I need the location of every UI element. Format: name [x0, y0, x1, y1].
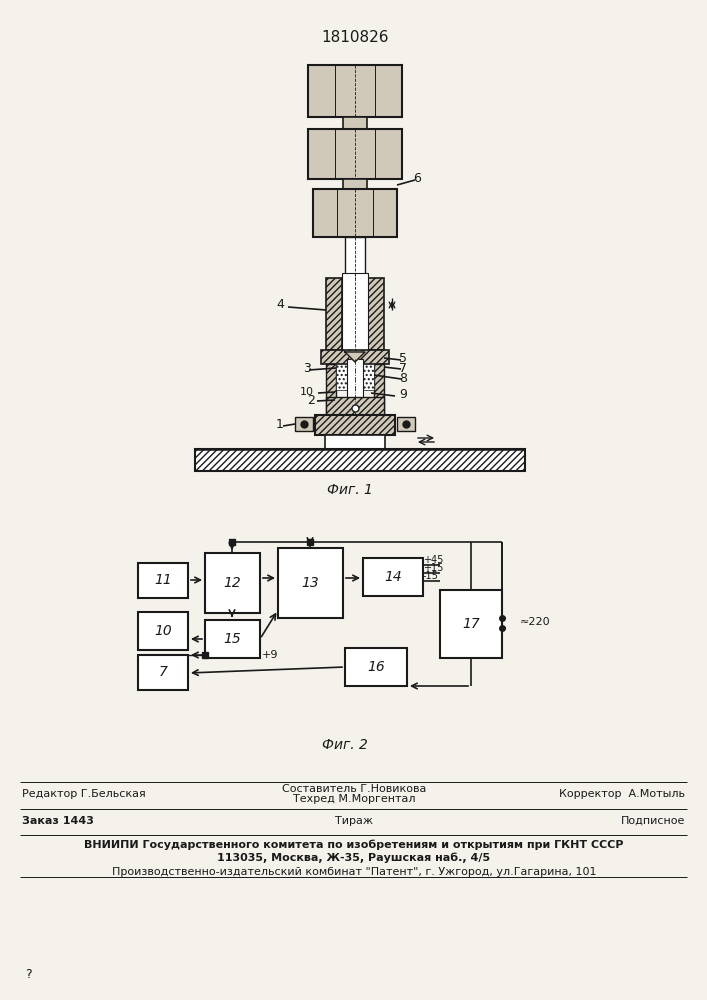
Text: 5: 5 — [399, 352, 407, 364]
Bar — [336, 364, 374, 390]
Text: 6: 6 — [413, 172, 421, 184]
Bar — [138, 655, 188, 690]
Bar — [308, 129, 402, 179]
Bar — [313, 189, 397, 237]
Bar — [374, 364, 384, 415]
Bar — [345, 237, 365, 278]
Text: -15: -15 — [423, 571, 439, 581]
Bar — [343, 117, 367, 129]
Bar — [205, 620, 260, 658]
Bar — [138, 563, 188, 598]
Text: +45: +45 — [423, 555, 443, 565]
Bar — [295, 417, 313, 431]
Bar — [205, 553, 260, 613]
Bar — [138, 612, 188, 650]
Text: Производственно-издательский комбинат "Патент", г. Ужгород, ул.Гагарина, 101: Производственно-издательский комбинат "П… — [112, 867, 596, 877]
Text: 4: 4 — [276, 298, 284, 312]
Bar — [347, 359, 363, 415]
Text: Заказ 1443: Заказ 1443 — [22, 816, 94, 826]
Text: ВНИИПИ Государственного комитета по изобретениям и открытиям при ГКНТ СССР: ВНИИПИ Государственного комитета по изоб… — [84, 840, 624, 850]
Bar — [325, 435, 385, 449]
Text: 12: 12 — [223, 576, 241, 590]
Text: 2: 2 — [307, 393, 315, 406]
Text: 15: 15 — [223, 632, 241, 646]
Text: Техред М.Моргентал: Техред М.Моргентал — [293, 794, 415, 804]
Text: Фиг. 1: Фиг. 1 — [327, 483, 373, 497]
Text: 1810826: 1810826 — [321, 30, 389, 45]
Text: 8: 8 — [399, 371, 407, 384]
Text: Тираж: Тираж — [335, 816, 373, 826]
Text: 16: 16 — [367, 660, 385, 674]
Text: 7: 7 — [399, 361, 407, 374]
Bar — [278, 548, 343, 618]
Bar — [342, 273, 368, 350]
Bar — [363, 558, 423, 596]
Bar — [397, 417, 415, 431]
Bar — [321, 350, 389, 364]
Text: 1: 1 — [276, 418, 284, 432]
Text: 10: 10 — [300, 387, 314, 397]
Text: 13: 13 — [301, 576, 319, 590]
Text: ≈220: ≈220 — [520, 617, 551, 627]
Text: 3: 3 — [303, 361, 311, 374]
Text: +15: +15 — [423, 563, 443, 573]
Bar — [326, 364, 336, 415]
Text: 17: 17 — [462, 617, 480, 631]
Text: 14: 14 — [384, 570, 402, 584]
Text: Корректор  А.Мотыль: Корректор А.Мотыль — [559, 789, 685, 799]
Bar — [326, 397, 384, 415]
Text: Подписное: Подписное — [621, 816, 685, 826]
Bar — [195, 449, 525, 471]
Text: 9: 9 — [399, 388, 407, 401]
Text: 11: 11 — [154, 573, 172, 587]
Polygon shape — [345, 352, 365, 362]
Text: 113035, Москва, Ж-35, Раушская наб., 4/5: 113035, Москва, Ж-35, Раушская наб., 4/5 — [218, 853, 491, 863]
Bar — [326, 278, 342, 350]
Text: 10: 10 — [154, 624, 172, 638]
Bar — [368, 278, 384, 350]
Text: Составитель Г.Новикова: Составитель Г.Новикова — [282, 784, 426, 794]
Bar — [345, 648, 407, 686]
Text: 7: 7 — [158, 665, 168, 679]
Text: +9: +9 — [262, 650, 279, 660]
Bar — [315, 415, 395, 435]
Bar — [308, 65, 402, 117]
Text: Редактор Г.Бельская: Редактор Г.Бельская — [22, 789, 146, 799]
Text: Фиг. 2: Фиг. 2 — [322, 738, 368, 752]
Bar — [343, 179, 367, 189]
Bar — [440, 590, 502, 658]
Text: ?: ? — [25, 968, 32, 982]
